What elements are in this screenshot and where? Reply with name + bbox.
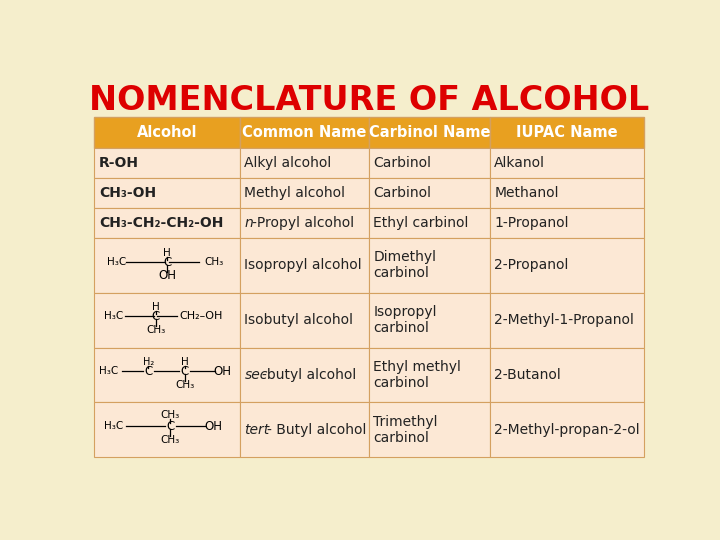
FancyBboxPatch shape xyxy=(240,348,369,402)
Text: H₂: H₂ xyxy=(143,357,154,367)
FancyBboxPatch shape xyxy=(94,208,240,238)
FancyBboxPatch shape xyxy=(240,178,369,208)
Text: C: C xyxy=(151,310,160,323)
Text: Carbinol Name: Carbinol Name xyxy=(369,125,490,140)
FancyBboxPatch shape xyxy=(94,238,240,293)
FancyBboxPatch shape xyxy=(490,238,644,293)
FancyBboxPatch shape xyxy=(240,208,369,238)
Text: OH: OH xyxy=(214,364,232,377)
FancyBboxPatch shape xyxy=(490,117,644,148)
Text: n: n xyxy=(244,216,253,230)
Text: C: C xyxy=(163,256,171,269)
Text: H: H xyxy=(163,248,171,258)
Text: Ethyl methyl
carbinol: Ethyl methyl carbinol xyxy=(374,360,462,390)
Text: CH₃-OH: CH₃-OH xyxy=(99,186,156,200)
Text: Methyl alcohol: Methyl alcohol xyxy=(244,186,346,200)
Text: H₃C: H₃C xyxy=(104,421,123,431)
Text: tert: tert xyxy=(244,423,270,437)
Text: 2-Butanol: 2-Butanol xyxy=(494,368,561,382)
FancyBboxPatch shape xyxy=(240,293,369,348)
Text: Isopropyl
carbinol: Isopropyl carbinol xyxy=(374,305,437,335)
Text: 2-Propanol: 2-Propanol xyxy=(494,258,569,272)
FancyBboxPatch shape xyxy=(94,348,240,402)
Text: Carbinol: Carbinol xyxy=(374,156,431,170)
FancyBboxPatch shape xyxy=(369,238,490,293)
Text: NOMENCLATURE OF ALCOHOL: NOMENCLATURE OF ALCOHOL xyxy=(89,84,649,117)
FancyBboxPatch shape xyxy=(240,238,369,293)
FancyBboxPatch shape xyxy=(240,148,369,178)
FancyBboxPatch shape xyxy=(490,208,644,238)
Text: CH₃: CH₃ xyxy=(161,410,180,420)
Text: CH₃: CH₃ xyxy=(175,380,194,390)
Text: Carbinol: Carbinol xyxy=(374,186,431,200)
FancyBboxPatch shape xyxy=(490,402,644,457)
Text: sec: sec xyxy=(244,368,268,382)
FancyBboxPatch shape xyxy=(490,293,644,348)
Text: C: C xyxy=(144,364,153,377)
FancyBboxPatch shape xyxy=(490,178,644,208)
FancyBboxPatch shape xyxy=(94,293,240,348)
Text: Methanol: Methanol xyxy=(494,186,559,200)
FancyBboxPatch shape xyxy=(369,178,490,208)
Text: Dimethyl
carbinol: Dimethyl carbinol xyxy=(374,250,436,280)
Text: CH₃: CH₃ xyxy=(146,325,165,335)
Text: CH₂–OH: CH₂–OH xyxy=(179,311,222,321)
Text: -butyl alcohol: -butyl alcohol xyxy=(262,368,356,382)
Text: Alcohol: Alcohol xyxy=(137,125,197,140)
FancyBboxPatch shape xyxy=(369,148,490,178)
Text: C: C xyxy=(181,364,189,377)
Text: IUPAC Name: IUPAC Name xyxy=(516,125,618,140)
Text: Alkanol: Alkanol xyxy=(494,156,545,170)
FancyBboxPatch shape xyxy=(240,402,369,457)
Text: H₃C: H₃C xyxy=(99,366,119,376)
Text: 2-Methyl-1-Propanol: 2-Methyl-1-Propanol xyxy=(494,313,634,327)
FancyBboxPatch shape xyxy=(369,117,490,148)
Text: - Butyl alcohol: - Butyl alcohol xyxy=(266,423,366,437)
Text: H: H xyxy=(181,357,189,367)
Text: -Propyl alcohol: -Propyl alcohol xyxy=(252,216,354,230)
Text: Alkyl alcohol: Alkyl alcohol xyxy=(244,156,332,170)
Text: Isopropyl alcohol: Isopropyl alcohol xyxy=(244,258,362,272)
Text: R-OH: R-OH xyxy=(99,156,139,170)
FancyBboxPatch shape xyxy=(490,348,644,402)
FancyBboxPatch shape xyxy=(369,348,490,402)
FancyBboxPatch shape xyxy=(240,117,369,148)
Text: 2-Methyl-propan-2-ol: 2-Methyl-propan-2-ol xyxy=(494,423,640,437)
FancyBboxPatch shape xyxy=(369,402,490,457)
FancyBboxPatch shape xyxy=(369,208,490,238)
Text: C: C xyxy=(166,420,174,433)
Text: H: H xyxy=(152,302,159,312)
Text: Ethyl carbinol: Ethyl carbinol xyxy=(374,216,469,230)
Text: Common Name: Common Name xyxy=(243,125,366,140)
FancyBboxPatch shape xyxy=(94,148,240,178)
FancyBboxPatch shape xyxy=(369,293,490,348)
FancyBboxPatch shape xyxy=(94,117,240,148)
Text: H₃C: H₃C xyxy=(104,311,123,321)
FancyBboxPatch shape xyxy=(94,178,240,208)
Text: 1-Propanol: 1-Propanol xyxy=(494,216,569,230)
Text: OH: OH xyxy=(204,420,222,433)
Text: CH₃: CH₃ xyxy=(161,435,180,445)
Text: CH₃: CH₃ xyxy=(204,258,223,267)
Text: OH: OH xyxy=(158,268,176,281)
Text: CH₃-CH₂-CH₂-OH: CH₃-CH₂-CH₂-OH xyxy=(99,216,223,230)
Text: Trimethyl
carbinol: Trimethyl carbinol xyxy=(374,415,438,445)
Text: H₃C: H₃C xyxy=(107,258,126,267)
FancyBboxPatch shape xyxy=(490,148,644,178)
Text: Isobutyl alcohol: Isobutyl alcohol xyxy=(244,313,354,327)
FancyBboxPatch shape xyxy=(94,402,240,457)
